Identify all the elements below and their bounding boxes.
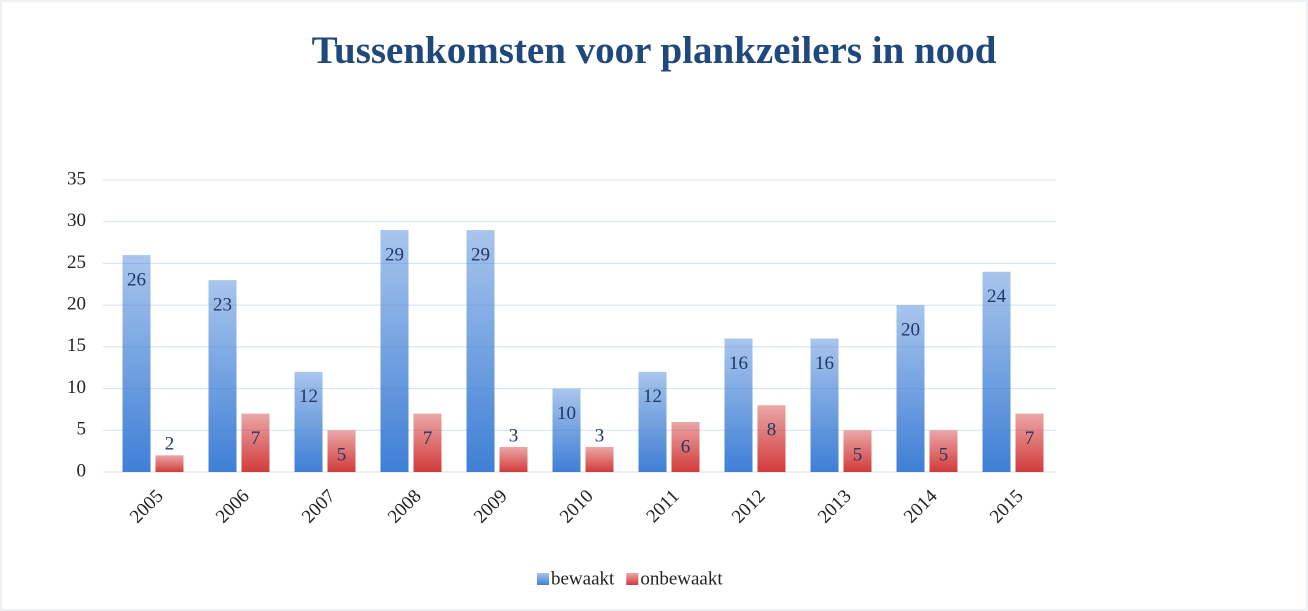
data-label: 16 xyxy=(729,353,748,374)
y-tick-label: 35 xyxy=(67,168,86,189)
data-label: 12 xyxy=(643,386,662,407)
y-tick-label: 25 xyxy=(67,252,86,273)
data-label: 6 xyxy=(681,436,691,457)
data-label: 7 xyxy=(423,428,433,449)
bar xyxy=(466,230,495,472)
data-label: 16 xyxy=(815,353,834,374)
bar xyxy=(757,405,786,472)
bar xyxy=(552,388,581,472)
data-label: 20 xyxy=(901,320,920,341)
data-label: 7 xyxy=(251,428,261,449)
data-label: 5 xyxy=(337,445,347,466)
data-label: 10 xyxy=(557,403,576,424)
data-label: 26 xyxy=(127,269,146,290)
legend-label: bewaakt xyxy=(551,568,615,589)
bar xyxy=(241,413,270,472)
legend-swatch xyxy=(537,573,549,585)
bar xyxy=(896,305,925,472)
legend-label: onbewaakt xyxy=(640,568,723,589)
data-label: 29 xyxy=(471,244,490,265)
data-label: 5 xyxy=(939,445,949,466)
data-label: 3 xyxy=(509,425,519,446)
data-label: 5 xyxy=(853,445,863,466)
data-label: 8 xyxy=(767,420,777,441)
bar xyxy=(810,338,839,472)
bar xyxy=(929,430,958,472)
data-label: 3 xyxy=(595,425,605,446)
bar xyxy=(638,371,667,472)
bar xyxy=(122,255,151,472)
bar xyxy=(208,280,237,472)
bar xyxy=(499,446,528,472)
y-tick-label: 10 xyxy=(67,377,86,398)
y-tick-label: 5 xyxy=(77,419,87,440)
bar xyxy=(413,413,442,472)
data-label: 23 xyxy=(213,294,232,315)
bar xyxy=(982,271,1011,472)
bar xyxy=(724,338,753,472)
y-tick-label: 20 xyxy=(67,294,86,315)
bar xyxy=(585,446,614,472)
y-tick-label: 0 xyxy=(77,460,87,481)
y-tick-label: 15 xyxy=(67,335,86,356)
bar xyxy=(327,430,356,472)
bar xyxy=(843,430,872,472)
data-label: 29 xyxy=(385,244,404,265)
data-label: 12 xyxy=(299,386,318,407)
chart-title: Tussenkomsten voor plankzeilers in nood xyxy=(312,29,997,72)
y-tick-label: 30 xyxy=(67,210,86,231)
data-label: 24 xyxy=(987,286,1007,307)
bar xyxy=(1015,413,1044,472)
data-label: 2 xyxy=(165,434,175,455)
legend-swatch xyxy=(626,573,639,585)
bar xyxy=(671,421,700,472)
data-label: 7 xyxy=(1025,428,1035,449)
bar xyxy=(155,455,184,472)
bar xyxy=(380,230,409,472)
bar xyxy=(294,371,323,472)
